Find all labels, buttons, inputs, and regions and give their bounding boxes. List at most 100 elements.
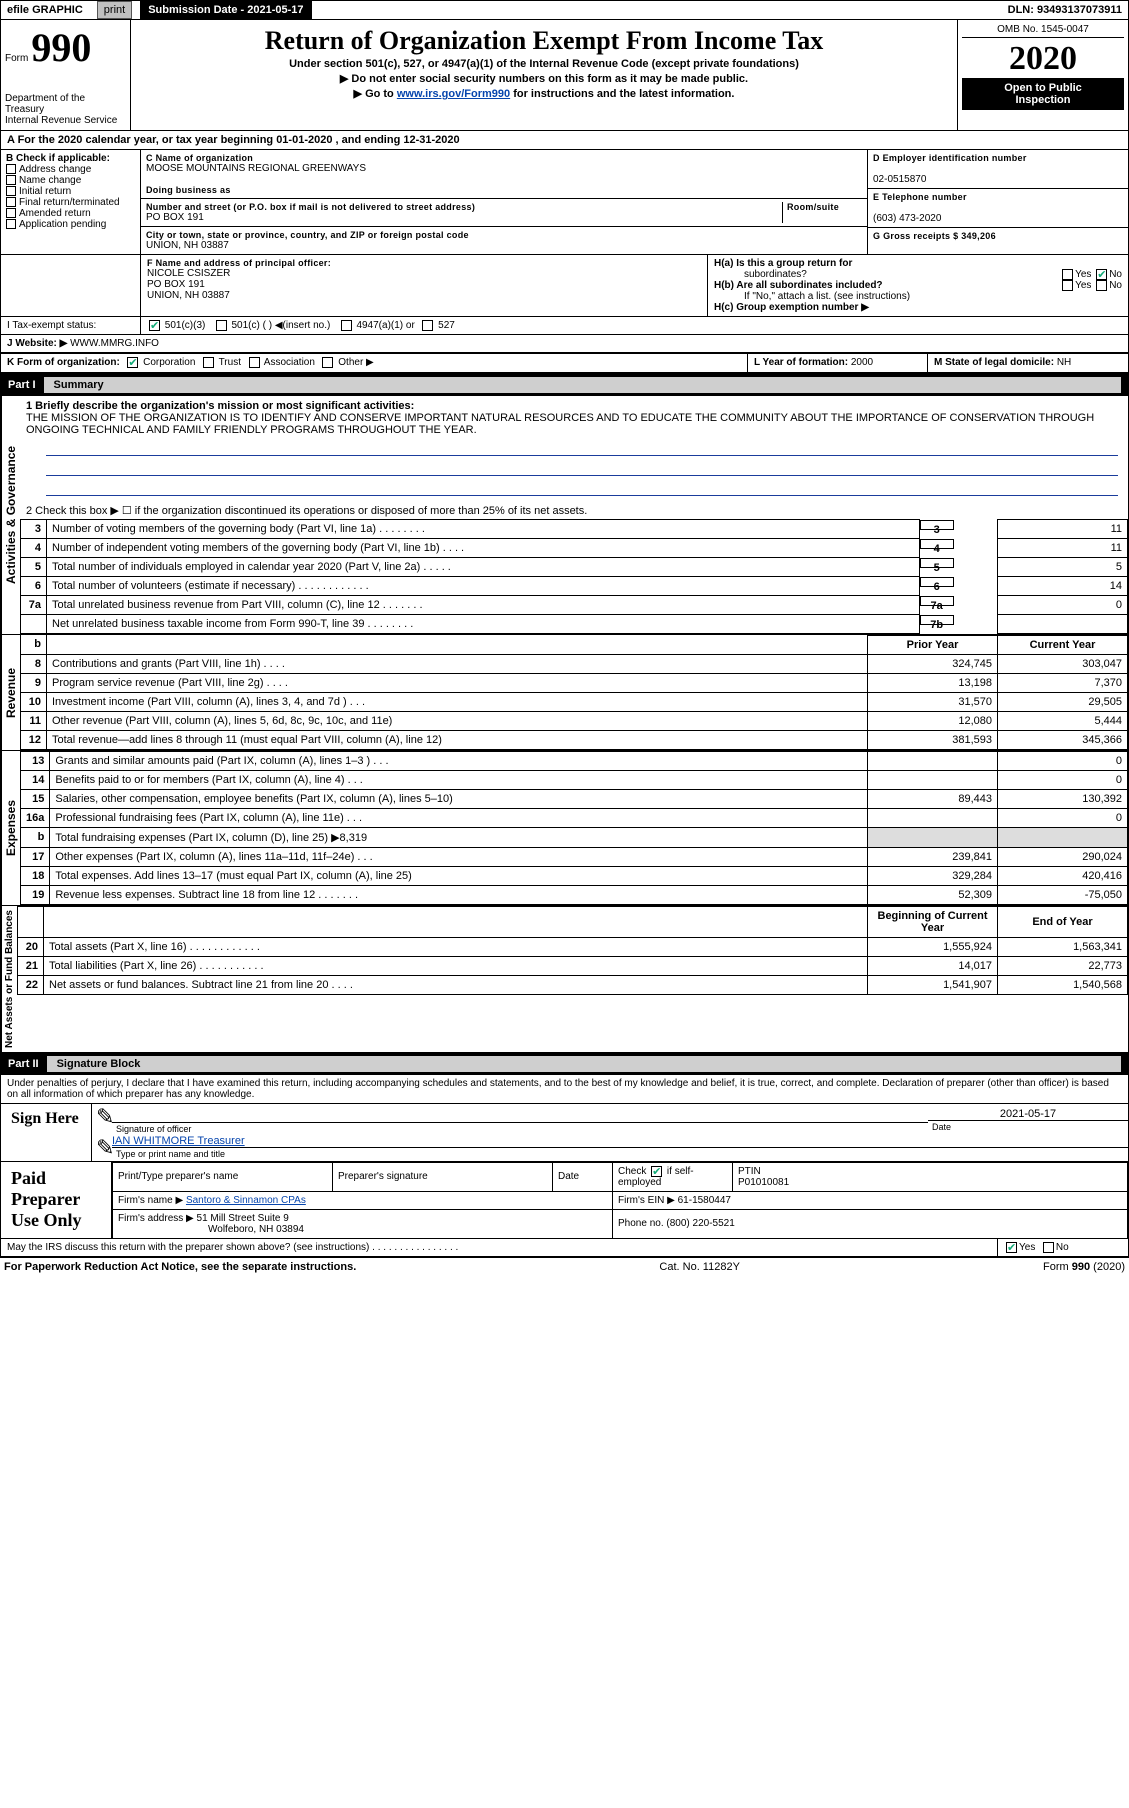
part-ii-header: Part II Signature Block	[0, 1053, 1129, 1075]
ptin-value: P01010081	[738, 1177, 789, 1188]
form-prefix: Form	[5, 53, 28, 64]
efile-label: efile GRAPHIC	[1, 1, 89, 19]
officer-name: NICOLE CSISZER	[147, 268, 701, 279]
h-c-label: H(c) Group exemption number ▶	[714, 302, 869, 313]
org-name: MOOSE MOUNTAINS REGIONAL GREENWAYS	[146, 163, 862, 174]
K-label: K Form of organization:	[7, 358, 120, 369]
year-formation: 2000	[851, 357, 873, 368]
pen-icon: ✎	[92, 1135, 112, 1161]
identity-block: B Check if applicable: Address change Na…	[0, 150, 1129, 255]
street-label: Number and street (or P.O. box if mail i…	[146, 202, 782, 212]
sig-date: 2021-05-17	[928, 1108, 1128, 1120]
period-row: A For the 2020 calendar year, or tax yea…	[0, 131, 1129, 150]
ein-value: 02-0515870	[873, 174, 1123, 185]
room-label: Room/suite	[787, 202, 862, 212]
tax-status-row: I Tax-exempt status: 501(c)(3) 501(c) ( …	[0, 317, 1129, 335]
officer-type-label: Type or print name and title	[112, 1147, 1128, 1160]
revenue-table: b Prior Year Current Year 8Contributions…	[20, 635, 1128, 750]
h-a-label: H(a) Is this a group return for	[714, 258, 852, 269]
officer-group-row: F Name and address of principal officer:…	[0, 255, 1129, 317]
status-I-label: I Tax-exempt status:	[1, 317, 141, 334]
prep-date-label: Date	[553, 1162, 613, 1191]
paid-preparer-label: Paid Preparer Use Only	[1, 1162, 111, 1238]
part-i-body: Activities & Governance 1 Briefly descri…	[0, 396, 1129, 635]
officer-addr1: PO BOX 191	[147, 279, 701, 290]
irs-link[interactable]: www.irs.gov/Form990	[397, 88, 510, 100]
officer-label: F Name and address of principal officer:	[147, 258, 701, 268]
efile-topbar: efile GRAPHIC print Submission Date - 20…	[0, 0, 1129, 20]
sign-here-block: Sign Here ✎ Signature of officer 2021-05…	[0, 1104, 1129, 1162]
state-domicile: NH	[1057, 357, 1071, 368]
footer-right: Form 990 (2020)	[1043, 1261, 1125, 1273]
org-name-label: C Name of organization	[146, 153, 862, 163]
current-year-hdr: Current Year	[998, 635, 1128, 654]
phone-value: (603) 473-2020	[873, 213, 1123, 224]
netassets-table: Beginning of Current Year End of Year 20…	[17, 906, 1128, 995]
year-box: OMB No. 1545-0047 2020 Open to Public In…	[958, 20, 1128, 130]
ein-label: D Employer identification number	[873, 153, 1123, 163]
dept-irs: Internal Revenue Service	[5, 115, 126, 126]
revenue-block: Revenue b Prior Year Current Year 8Contr…	[0, 635, 1129, 751]
J-label: J Website: ▶	[7, 338, 67, 349]
pen-icon: ✎	[92, 1104, 112, 1135]
group-netassets: Net Assets or Fund Balances	[1, 906, 17, 1052]
street-address: PO BOX 191	[146, 212, 782, 223]
print-button-wrap: print	[89, 1, 140, 19]
check-if-applicable: B Check if applicable: Address change Na…	[1, 150, 141, 255]
ptin-label: PTIN	[738, 1166, 761, 1177]
open-to-public: Open to Public Inspection	[962, 78, 1124, 110]
firm-phone: (800) 220-5521	[666, 1218, 734, 1229]
prior-year-hdr: Prior Year	[868, 635, 998, 654]
form-note-ssn: Do not enter social security numbers on …	[135, 72, 953, 85]
omb-number: OMB No. 1545-0047	[962, 24, 1124, 38]
discuss-text: May the IRS discuss this return with the…	[1, 1239, 998, 1256]
paid-preparer-block: Paid Preparer Use Only Print/Type prepar…	[0, 1162, 1129, 1239]
ein-phone-block: D Employer identification number 02-0515…	[868, 150, 1128, 255]
h-b-label: H(b) Are all subordinates included?	[714, 280, 883, 291]
prep-name-label: Print/Type preparer's name	[113, 1162, 333, 1191]
city-label: City or town, state or province, country…	[146, 230, 862, 240]
website-row: J Website: ▶ WWW.MMRG.INFO	[0, 335, 1129, 354]
footer-left: For Paperwork Reduction Act Notice, see …	[4, 1261, 356, 1273]
check-501c3	[149, 320, 160, 331]
form-number: 990	[31, 25, 91, 70]
print-button[interactable]: print	[97, 1, 132, 19]
dln-label: DLN: 93493137073911	[1002, 1, 1128, 19]
form-subtitle: Under section 501(c), 527, or 4947(a)(1)…	[135, 58, 953, 70]
firm-addr2: Wolfeboro, NH 03894	[118, 1224, 304, 1235]
page-footer: For Paperwork Reduction Act Notice, see …	[0, 1258, 1129, 1276]
form-title-block: Return of Organization Exempt From Incom…	[131, 20, 958, 130]
h-b-note: If "No," attach a list. (see instruction…	[714, 291, 1122, 302]
website-value: WWW.MMRG.INFO	[70, 338, 159, 349]
dba-label: Doing business as	[146, 185, 862, 195]
prep-sig-label: Preparer's signature	[333, 1162, 553, 1191]
sign-here-label: Sign Here	[1, 1104, 91, 1161]
gross-receipts: G Gross receipts $ 349,206	[873, 231, 1123, 241]
org-name-address: C Name of organization MOOSE MOUNTAINS R…	[141, 150, 868, 255]
date-label: Date	[928, 1120, 1128, 1133]
mission-text: THE MISSION OF THE ORGANIZATION IS TO ID…	[26, 412, 1094, 436]
part-i-header: Part I Summary	[0, 374, 1129, 396]
firm-name: Santoro & Sinnamon CPAs	[186, 1195, 306, 1206]
sig-officer-label: Signature of officer	[112, 1122, 928, 1135]
officer-addr2: UNION, NH 03887	[147, 290, 701, 301]
expenses-table: 13Grants and similar amounts paid (Part …	[20, 751, 1128, 905]
end-year-hdr: End of Year	[998, 906, 1128, 937]
org-form-row: K Form of organization: Corporation Trus…	[0, 354, 1129, 373]
form-header: Form 990 Department of the Treasury Inte…	[0, 20, 1129, 131]
group-governance: Activities & Governance	[1, 396, 20, 634]
form-title: Return of Organization Exempt From Incom…	[135, 26, 953, 56]
line1-label: 1 Briefly describe the organization's mi…	[26, 400, 414, 412]
officer-name-typed: IAN WHITMORE Treasurer	[112, 1135, 1128, 1147]
group-expenses: Expenses	[1, 751, 20, 905]
tax-year: 2020	[962, 40, 1124, 78]
netassets-block: Net Assets or Fund Balances Beginning of…	[0, 906, 1129, 1053]
dept-treasury: Department of the Treasury	[5, 93, 126, 115]
expenses-block: Expenses 13Grants and similar amounts pa…	[0, 751, 1129, 906]
form-number-box: Form 990 Department of the Treasury Inte…	[1, 20, 131, 130]
footer-mid: Cat. No. 11282Y	[659, 1261, 740, 1273]
firm-addr1: 51 Mill Street Suite 9	[197, 1213, 289, 1224]
firm-ein: 61-1580447	[678, 1195, 731, 1206]
city-state-zip: UNION, NH 03887	[146, 240, 862, 251]
phone-label: E Telephone number	[873, 192, 1123, 202]
